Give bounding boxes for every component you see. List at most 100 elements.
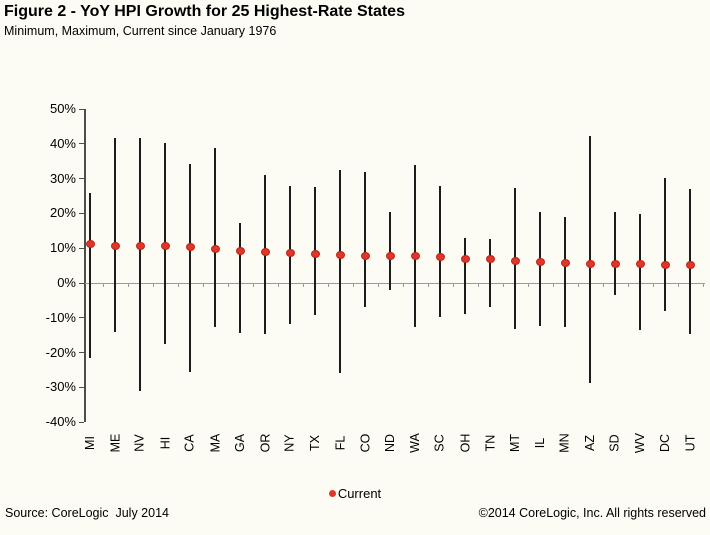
x-axis-label-text: SD [608, 434, 622, 452]
x-axis-label-text: SC [433, 434, 447, 452]
footer-source: Source: CoreLogic July 2014 [5, 506, 169, 520]
x-axis-label: NV [131, 430, 149, 456]
range-line [139, 138, 141, 391]
range-line [339, 170, 341, 374]
x-axis-label: SC [431, 430, 449, 456]
range-line [539, 211, 541, 327]
y-axis-line [84, 109, 86, 423]
x-axis-tick [227, 283, 229, 287]
range-line [389, 211, 391, 290]
current-dot [360, 251, 370, 260]
x-axis-label-text: TN [482, 434, 497, 452]
range-line [664, 178, 666, 311]
x-axis-tick [127, 283, 129, 287]
y-axis-tick-label: -40% [45, 414, 76, 430]
y-axis-tick [79, 421, 84, 423]
range-line [464, 237, 466, 315]
current-dot [310, 250, 320, 259]
range-line [89, 192, 91, 358]
x-axis-label: WA [406, 430, 424, 456]
x-axis-label: AZ [581, 430, 599, 456]
range-line [189, 163, 191, 373]
x-axis-label: CA [181, 430, 199, 456]
y-axis-tick-label: -10% [45, 309, 76, 325]
current-dot [160, 242, 170, 251]
x-axis-label: CO [356, 430, 374, 456]
x-axis-label: MI [81, 430, 99, 456]
x-axis-label: ND [381, 430, 399, 456]
x-axis-tick [152, 283, 154, 287]
x-axis-label: GA [231, 430, 249, 456]
current-dot [560, 258, 570, 267]
y-axis-tick-label: 20% [49, 205, 76, 221]
x-axis-label: FL [331, 430, 349, 456]
range-line [564, 216, 566, 327]
legend-current-marker-icon [328, 490, 336, 497]
range-line [439, 185, 441, 318]
current-dot [685, 261, 695, 270]
chart-subtitle: Minimum, Maximum, Current since January … [4, 24, 277, 38]
current-dot [210, 245, 220, 254]
x-axis-label-text: NV [133, 434, 147, 452]
x-axis-label-text: UT [682, 434, 697, 452]
x-axis-label: HI [156, 430, 174, 456]
x-axis-label-text: MI [82, 436, 97, 450]
current-dot [435, 252, 445, 261]
x-axis-tick [177, 283, 179, 287]
x-axis-label: OH [456, 430, 474, 456]
y-axis-tick-label: 0% [57, 275, 76, 290]
x-axis-label-text: GA [233, 433, 247, 453]
y-axis-tick [79, 178, 84, 180]
x-axis-tick [377, 283, 379, 287]
x-axis-label-text: OH [458, 433, 472, 453]
y-axis-tick-label: -20% [45, 344, 76, 360]
x-axis-tick [202, 283, 204, 287]
x-axis-tick [327, 283, 329, 287]
current-dot [510, 256, 520, 265]
x-axis-label-text: FL [333, 435, 347, 451]
current-dot [235, 246, 245, 255]
range-line [364, 172, 366, 308]
x-axis-label: TN [481, 430, 499, 456]
x-axis-tick [252, 283, 254, 287]
x-axis-label-text: HI [158, 436, 172, 450]
x-axis-label-text: ND [383, 433, 397, 453]
y-axis-tick-label: 30% [49, 170, 76, 186]
x-axis-label: SD [606, 430, 624, 456]
range-line [414, 165, 416, 327]
y-axis-tick [79, 212, 84, 214]
current-dot [385, 251, 395, 260]
current-dot [285, 249, 295, 258]
footer-copyright: ©2014 CoreLogic, Inc. All rights reserve… [478, 506, 706, 520]
y-axis-tick [79, 108, 84, 110]
range-line [639, 214, 641, 330]
range-line [239, 222, 241, 334]
range-line [589, 135, 591, 384]
x-axis-label-text: ME [108, 433, 122, 453]
x-axis-tick [352, 283, 354, 287]
current-dot [335, 251, 345, 260]
x-axis-label-text: WA [408, 433, 423, 453]
x-axis-tick [427, 283, 429, 287]
current-dot [85, 240, 95, 249]
legend: Current [0, 486, 710, 501]
range-line [489, 238, 491, 308]
x-axis-tick [677, 283, 679, 287]
x-axis-tick [702, 283, 704, 287]
x-axis-tick [477, 283, 479, 287]
x-axis-tick [277, 283, 279, 287]
x-axis-label: MT [506, 430, 524, 456]
x-axis-tick [302, 283, 304, 287]
x-axis-label: TX [306, 430, 324, 456]
x-axis-label: ME [106, 430, 124, 456]
legend-current-label: Current [337, 486, 382, 501]
y-axis-tick [79, 386, 84, 388]
x-axis-tick [527, 283, 529, 287]
current-dot [110, 242, 120, 251]
range-line [214, 147, 216, 327]
x-axis-tick [652, 283, 654, 287]
x-axis-label-text: WV [633, 432, 648, 454]
x-axis-tick [627, 283, 629, 287]
x-axis-tick [102, 283, 104, 287]
